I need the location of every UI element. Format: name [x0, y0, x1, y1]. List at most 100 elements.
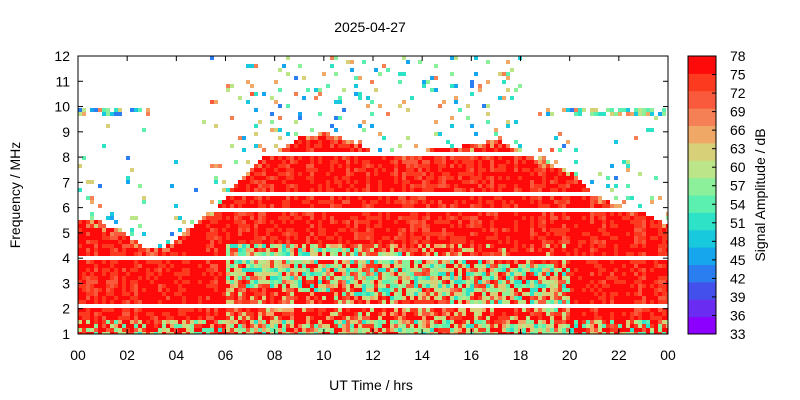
heatmap-cell	[506, 172, 510, 176]
heatmap-cell	[82, 284, 86, 288]
heatmap-cell	[494, 156, 498, 160]
heatmap-cell	[522, 260, 526, 264]
heatmap-cell	[530, 268, 534, 272]
heatmap-cell	[398, 272, 402, 276]
heatmap-cell	[358, 324, 362, 328]
heatmap-cell	[322, 280, 326, 284]
heatmap-cell	[274, 224, 278, 228]
heatmap-cell	[166, 244, 170, 248]
heatmap-cell	[302, 300, 306, 304]
heatmap-cell	[282, 164, 286, 168]
heatmap-cell	[530, 308, 534, 312]
heatmap-cell	[510, 160, 514, 164]
heatmap-cell	[98, 284, 102, 288]
heatmap-cell	[382, 328, 386, 332]
heatmap-cell	[534, 212, 538, 216]
heatmap-cell	[166, 292, 170, 296]
heatmap-cell	[566, 248, 570, 252]
heatmap-cell	[522, 172, 526, 176]
heatmap-cell	[566, 260, 570, 264]
heatmap-cell	[250, 312, 254, 316]
heatmap-cell	[446, 164, 450, 168]
heatmap-cell	[82, 240, 86, 244]
heatmap-cell	[254, 164, 258, 168]
heatmap-cell	[126, 300, 130, 304]
heatmap-cell	[270, 196, 274, 200]
heatmap-cell	[318, 228, 322, 232]
heatmap-cell	[286, 184, 290, 188]
heatmap-cell	[130, 316, 134, 320]
heatmap-cell	[530, 240, 534, 244]
heatmap-cell	[402, 324, 406, 328]
heatmap-cell	[366, 300, 370, 304]
heatmap-cell	[238, 228, 242, 232]
heatmap-cell	[122, 260, 126, 264]
heatmap-cell	[386, 300, 390, 304]
heatmap-cell	[334, 128, 338, 132]
heatmap-cell	[298, 280, 302, 284]
heatmap-cell	[146, 268, 150, 272]
heatmap-cell	[226, 308, 230, 312]
heatmap-cell	[382, 316, 386, 320]
heatmap-cell	[562, 332, 566, 334]
heatmap-cell	[218, 312, 222, 316]
heatmap-cell	[230, 200, 234, 204]
heatmap-cell	[570, 308, 574, 312]
heatmap-cell	[90, 276, 94, 280]
heatmap-cell	[218, 280, 222, 284]
heatmap-cell	[286, 328, 290, 332]
heatmap-cell	[590, 324, 594, 328]
heatmap-cell	[446, 312, 450, 316]
heatmap-cell	[506, 176, 510, 180]
heatmap-cell	[146, 280, 150, 284]
heatmap-cell	[126, 272, 130, 276]
heatmap-cell	[374, 200, 378, 204]
heatmap-cell	[478, 268, 482, 272]
heatmap-cell	[322, 248, 326, 252]
heatmap-cell	[382, 240, 386, 244]
heatmap-cell	[242, 188, 246, 192]
heatmap-cell	[478, 276, 482, 280]
heatmap-cell	[554, 296, 558, 300]
heatmap-cell	[590, 240, 594, 244]
heatmap-cell	[382, 160, 386, 164]
heatmap-cell	[330, 224, 334, 228]
heatmap-cell	[262, 276, 266, 280]
heatmap-cell	[374, 292, 378, 296]
heatmap-cell	[526, 288, 530, 292]
heatmap-cell	[414, 168, 418, 172]
heatmap-cell	[246, 232, 250, 236]
heatmap-cell	[118, 264, 122, 268]
heatmap-cell	[502, 72, 506, 76]
heatmap-cell	[454, 240, 458, 244]
heatmap-cell	[330, 140, 334, 144]
heatmap-cell	[250, 196, 254, 200]
heatmap-cell	[478, 148, 482, 152]
heatmap-cell	[454, 324, 458, 328]
heatmap-cell	[278, 268, 282, 272]
heatmap-cell	[302, 324, 306, 328]
heatmap-cell	[566, 252, 570, 256]
heatmap-cell	[462, 332, 466, 334]
heatmap-cell	[262, 224, 266, 228]
heatmap-cell	[398, 200, 402, 204]
heatmap-cell	[530, 200, 534, 204]
heatmap-cell	[82, 280, 86, 284]
heatmap-cell	[178, 320, 182, 324]
heatmap-cell	[482, 180, 486, 184]
heatmap-cell	[102, 324, 106, 328]
heatmap-cell	[290, 316, 294, 320]
heatmap-cell	[138, 280, 142, 284]
heatmap-cell	[134, 252, 138, 256]
heatmap-cell	[314, 160, 318, 164]
heatmap-cell	[578, 236, 582, 240]
heatmap-cell	[278, 224, 282, 228]
heatmap-cell	[362, 328, 366, 332]
heatmap-cell	[486, 244, 490, 248]
heatmap-cell	[394, 248, 398, 252]
heatmap-cell	[442, 164, 446, 168]
heatmap-cell	[482, 216, 486, 220]
heatmap-cell	[130, 324, 134, 328]
heatmap-cell	[334, 248, 338, 252]
heatmap-cell	[438, 308, 442, 312]
